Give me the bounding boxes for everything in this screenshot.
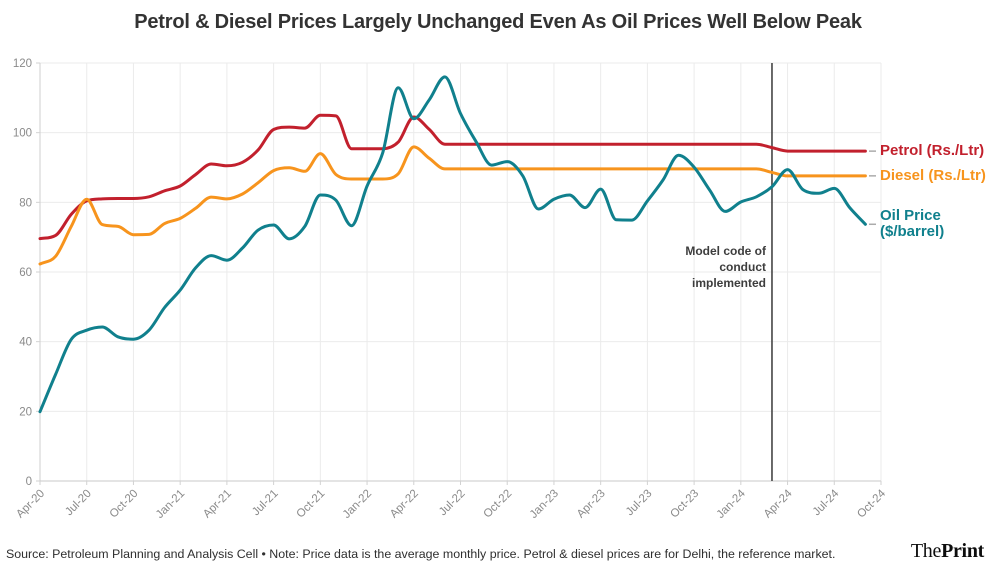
x-tick-label: Jul-23 — [624, 488, 655, 519]
x-tick-label: Oct-20 — [108, 488, 141, 521]
logo-the: The — [910, 540, 942, 562]
x-tick-label: Jul-22 — [437, 488, 468, 519]
x-tick-label: Jul-21 — [250, 488, 281, 519]
x-tick-label: Oct-24 — [855, 487, 888, 520]
x-tick-label: Jan-22 — [341, 488, 374, 521]
event-annotation: Model code of conduct implemented — [685, 244, 766, 291]
legend-petrol-label: Petrol (Rs./Ltr) — [880, 142, 985, 159]
y-tick-label: 60 — [19, 267, 32, 279]
x-axis-labels: Apr-20 Jul-20 Oct-20 Jan-21 Apr-21 Jul-21 Oct-… — [14, 487, 888, 521]
x-tick-label: Apr-22 — [388, 488, 421, 521]
x-tick-label: Jan-24 — [715, 487, 749, 521]
x-tick-label: Oct-23 — [668, 488, 701, 521]
oil-line — [38, 75, 867, 414]
x-tick-label: Jan-21 — [154, 488, 187, 521]
source-note: Source: Petroleum Planning and Analysis … — [6, 547, 836, 561]
petrol-line — [38, 113, 867, 241]
x-tick-label: Apr-20 — [14, 488, 47, 521]
diesel-line — [38, 145, 867, 266]
y-tick-label: 40 — [19, 337, 32, 349]
y-tick-label: 80 — [19, 197, 32, 209]
x-tick-label: Jul-20 — [63, 488, 94, 519]
chart-title: Petrol & Diesel Prices Largely Unchanged… — [134, 11, 862, 33]
y-tick-label: 0 — [26, 476, 32, 488]
x-tick-label: Apr-23 — [575, 488, 608, 521]
x-tick-label: Oct-21 — [295, 488, 328, 521]
y-axis-labels: 0 20 40 60 80 100 120 — [13, 58, 32, 488]
theprint-logo: ThePrint — [911, 540, 984, 563]
x-tick-label: Oct-22 — [481, 488, 514, 521]
x-tick-label: Apr-21 — [201, 488, 234, 521]
logo-print: Print — [941, 540, 984, 562]
gridlines — [40, 62, 882, 481]
x-tick-label: Apr-24 — [762, 487, 795, 520]
y-tick-label: 100 — [13, 128, 32, 140]
x-tick-label: Jan-23 — [528, 488, 561, 521]
y-tick-label: 120 — [13, 58, 32, 70]
legend-oil-price-label: Oil Price ($/barrel) — [880, 207, 945, 241]
legend-diesel-label: Diesel (Rs./Ltr) — [880, 167, 986, 184]
x-tick-label: Jul-24 — [811, 487, 842, 518]
y-tick-label: 20 — [19, 406, 32, 418]
